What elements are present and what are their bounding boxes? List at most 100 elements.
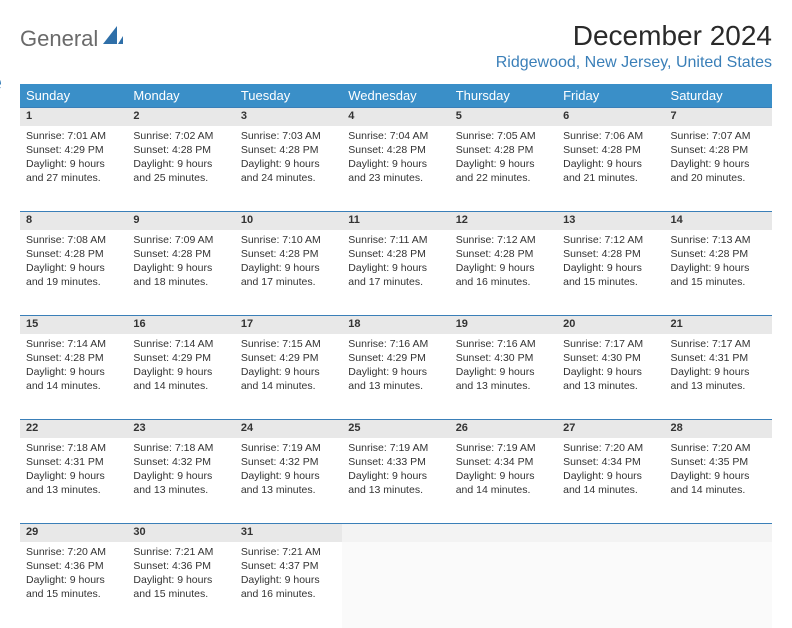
daylight-text: Daylight: 9 hours — [563, 157, 658, 171]
sunset-text: Sunset: 4:36 PM — [133, 559, 228, 573]
day-number-cell: 3 — [235, 108, 342, 126]
day-detail-cell: Sunrise: 7:16 AMSunset: 4:30 PMDaylight:… — [450, 334, 557, 420]
sunrise-text: Sunrise: 7:17 AM — [671, 337, 766, 351]
day-detail-cell: Sunrise: 7:20 AMSunset: 4:34 PMDaylight:… — [557, 438, 664, 524]
sunrise-text: Sunrise: 7:16 AM — [348, 337, 443, 351]
title-block: December 2024 Ridgewood, New Jersey, Uni… — [496, 20, 772, 72]
weekday-header-row: Sunday Monday Tuesday Wednesday Thursday… — [20, 84, 772, 108]
day-detail-cell — [342, 542, 449, 628]
daylight-text: Daylight: 9 hours — [563, 469, 658, 483]
day-number-cell — [450, 524, 557, 542]
daylight-text: and 14 minutes. — [563, 483, 658, 497]
sunrise-text: Sunrise: 7:09 AM — [133, 233, 228, 247]
daylight-text: Daylight: 9 hours — [671, 469, 766, 483]
day-number-cell — [342, 524, 449, 542]
daylight-text: and 21 minutes. — [563, 171, 658, 185]
detail-row: Sunrise: 7:14 AM Sunset: 4:28 PM Daylight:… — [20, 334, 772, 420]
sunrise-text: Sunrise: 7:20 AM — [26, 545, 121, 559]
daylight-text: and 13 minutes. — [26, 483, 121, 497]
day-detail-cell: Sunrise: 7:15 AMSunset: 4:29 PMDaylight:… — [235, 334, 342, 420]
daylight-text: and 13 minutes. — [348, 379, 443, 393]
daylight-text: Daylight: 9 hours — [241, 573, 336, 587]
weekday-header: Saturday — [665, 84, 772, 108]
day-number-cell: 8 — [20, 212, 127, 230]
day-detail-cell: Sunrise: 7:18 AMSunset: 4:32 PMDaylight:… — [127, 438, 234, 524]
calendar-table: Sunday Monday Tuesday Wednesday Thursday… — [20, 84, 772, 628]
sunset-text: Sunset: 4:28 PM — [563, 143, 658, 157]
daylight-text: and 18 minutes. — [133, 275, 228, 289]
weekday-header: Monday — [127, 84, 234, 108]
daylight-text: Daylight: 9 hours — [241, 469, 336, 483]
daylight-text: and 27 minutes. — [26, 171, 121, 185]
day-detail-cell — [557, 542, 664, 628]
day-detail-cell: Sunrise: 7:18 AMSunset: 4:31 PMDaylight:… — [20, 438, 127, 524]
daynum-row: 15161718192021 — [20, 316, 772, 334]
day-detail-cell: Sunrise: 7:05 AMSunset: 4:28 PMDaylight:… — [450, 126, 557, 212]
day-detail-cell: Sunrise: 7:08 AMSunset: 4:28 PMDaylight:… — [20, 230, 127, 316]
daylight-text: Daylight: 9 hours — [241, 157, 336, 171]
day-number-cell: 9 — [127, 212, 234, 230]
daylight-text: and 13 minutes. — [241, 483, 336, 497]
day-detail-cell — [450, 542, 557, 628]
day-detail-cell: Sunrise: 7:16 AMSunset: 4:29 PMDaylight:… — [342, 334, 449, 420]
day-number-cell: 27 — [557, 420, 664, 438]
day-detail-cell: Sunrise: 7:20 AMSunset: 4:36 PMDaylight:… — [20, 542, 127, 628]
day-detail-cell: Sunrise: 7:02 AMSunset: 4:28 PMDaylight:… — [127, 126, 234, 212]
daylight-text: Daylight: 9 hours — [26, 261, 121, 275]
sunset-text: Sunset: 4:30 PM — [456, 351, 551, 365]
sunset-text: Sunset: 4:28 PM — [241, 247, 336, 261]
day-number-cell: 30 — [127, 524, 234, 542]
daylight-text: Daylight: 9 hours — [348, 261, 443, 275]
sunrise-text: Sunrise: 7:19 AM — [348, 441, 443, 455]
sunset-text: Sunset: 4:37 PM — [241, 559, 336, 573]
header: General Blue December 2024 Ridgewood, Ne… — [20, 20, 772, 78]
daylight-text: Daylight: 9 hours — [26, 157, 121, 171]
day-detail-cell: Sunrise: 7:14 AMSunset: 4:28 PMDaylight:… — [20, 334, 127, 420]
page-title: December 2024 — [496, 20, 772, 52]
daylight-text: Daylight: 9 hours — [456, 157, 551, 171]
day-detail-cell: Sunrise: 7:20 AMSunset: 4:35 PMDaylight:… — [665, 438, 772, 524]
daynum-row: 891011121314 — [20, 212, 772, 230]
sunrise-text: Sunrise: 7:11 AM — [348, 233, 443, 247]
day-detail-cell: Sunrise: 7:12 AMSunset: 4:28 PMDaylight:… — [557, 230, 664, 316]
logo: General Blue — [20, 20, 123, 78]
weekday-header: Thursday — [450, 84, 557, 108]
day-detail-cell: Sunrise: 7:03 AMSunset: 4:28 PMDaylight:… — [235, 126, 342, 212]
sunrise-text: Sunrise: 7:04 AM — [348, 129, 443, 143]
sunset-text: Sunset: 4:33 PM — [348, 455, 443, 469]
daylight-text: and 24 minutes. — [241, 171, 336, 185]
daylight-text: Daylight: 9 hours — [456, 365, 551, 379]
sunset-text: Sunset: 4:31 PM — [26, 455, 121, 469]
sunrise-text: Sunrise: 7:21 AM — [133, 545, 228, 559]
sunset-text: Sunset: 4:28 PM — [456, 247, 551, 261]
sunset-text: Sunset: 4:28 PM — [26, 351, 121, 365]
daylight-text: and 15 minutes. — [133, 587, 228, 601]
daylight-text: and 14 minutes. — [241, 379, 336, 393]
day-number-cell: 29 — [20, 524, 127, 542]
daylight-text: and 13 minutes. — [671, 379, 766, 393]
sunrise-text: Sunrise: 7:14 AM — [133, 337, 228, 351]
day-number-cell: 13 — [557, 212, 664, 230]
daylight-text: and 14 minutes. — [671, 483, 766, 497]
daylight-text: Daylight: 9 hours — [563, 261, 658, 275]
day-detail-cell: Sunrise: 7:19 AMSunset: 4:33 PMDaylight:… — [342, 438, 449, 524]
day-detail-cell: Sunrise: 7:06 AMSunset: 4:28 PMDaylight:… — [557, 126, 664, 212]
detail-row: Sunrise: 7:18 AMSunset: 4:31 PMDaylight:… — [20, 438, 772, 524]
sunrise-text: Sunrise: 7:07 AM — [671, 129, 766, 143]
daylight-text: and 16 minutes. — [241, 587, 336, 601]
daylight-text: and 15 minutes. — [671, 275, 766, 289]
sunrise-text: Sunrise: 7:20 AM — [563, 441, 658, 455]
sunset-text: Sunset: 4:30 PM — [563, 351, 658, 365]
day-detail-cell: Sunrise: 7:07 AMSunset: 4:28 PMDaylight:… — [665, 126, 772, 212]
sunrise-text: Sunrise: 7:19 AM — [456, 441, 551, 455]
day-number-cell: 14 — [665, 212, 772, 230]
sunrise-text: Sunrise: 7:02 AM — [133, 129, 228, 143]
day-number-cell: 18 — [342, 316, 449, 334]
day-number-cell: 12 — [450, 212, 557, 230]
daynum-row: 293031 — [20, 524, 772, 542]
daylight-text: Daylight: 9 hours — [133, 365, 228, 379]
daylight-text: and 20 minutes. — [671, 171, 766, 185]
sunrise-text: Sunrise: 7:01 AM — [26, 129, 121, 143]
sunset-text: Sunset: 4:28 PM — [133, 247, 228, 261]
daylight-text: and 13 minutes. — [456, 379, 551, 393]
